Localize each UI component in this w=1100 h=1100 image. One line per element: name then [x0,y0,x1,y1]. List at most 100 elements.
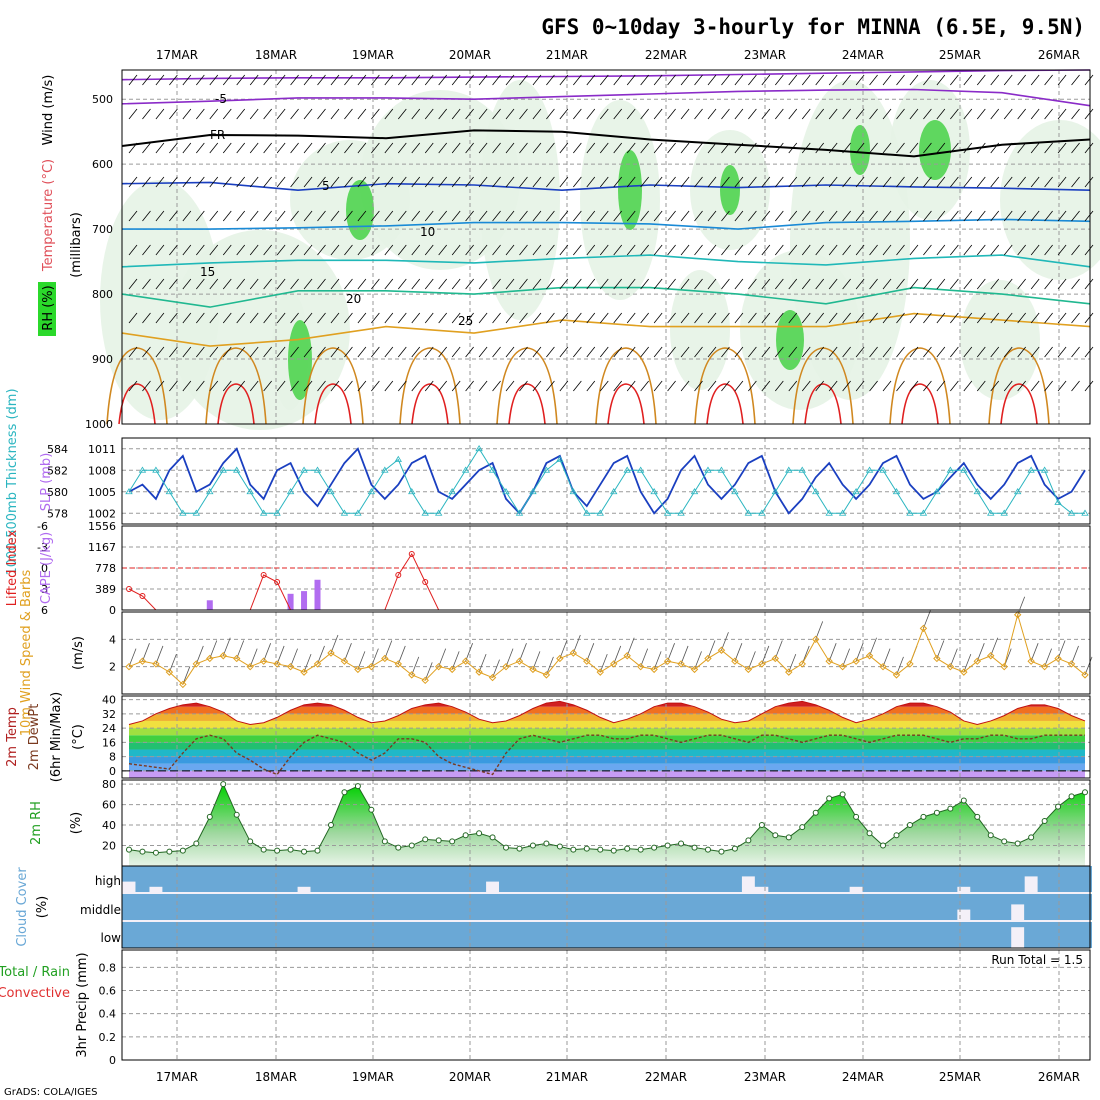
rh-high-shading [288,320,312,400]
wind-barb [411,244,421,256]
wind-barb [909,210,919,222]
thickness-point [785,466,793,473]
wind-barb [976,312,986,324]
wind-barb [990,346,1000,358]
wind-barb [559,244,569,256]
wind-barb [397,312,407,324]
wind-barb [397,74,407,86]
cloud-bar [135,866,150,892]
date-label-top: 24MAR [842,48,884,62]
wind-barb [249,312,259,324]
wind-barb [209,312,219,324]
wind-barb [828,210,838,222]
wind-barb [761,380,771,392]
wind-barb [761,312,771,324]
pressure-tick: 900 [92,353,113,366]
wind-barb [936,108,946,120]
rh-point [920,813,927,820]
wind-barb [209,74,219,86]
wind-barb [1044,210,1053,222]
wind-barb [923,142,932,154]
wind-barb [492,312,501,324]
wind-barb [384,278,394,290]
cloud-bar [862,866,877,892]
rh-point [812,809,819,816]
cloud-bar [404,894,419,920]
wind-barb [236,74,246,86]
isotherm-arch-warm [508,383,546,425]
wind-barb [599,108,609,120]
thickness-point [152,466,160,473]
wind-barb [976,74,986,86]
wind-barb [344,108,353,120]
wind-barb [882,278,892,290]
thickness-point [650,487,658,495]
wind-barb [559,278,569,290]
isotherm-label: -5 [215,92,227,106]
isotherm-line [121,69,1091,81]
wind-barb [142,142,151,154]
wind-barb [976,210,986,222]
wind-barb [842,380,851,392]
thickness-point [448,487,456,495]
wind-barb [882,312,892,324]
wind-barb [923,278,932,290]
wind-barb [236,278,246,290]
wind-barb [209,346,219,358]
wind-barb [801,142,811,154]
cloud-bar [741,866,756,877]
cloud-bar [1078,866,1092,892]
wind-barb [384,176,394,188]
wind-speed-point [569,649,578,657]
rh-point [489,834,496,841]
rh-2m-panel: 80 60 40 20 [102,778,1091,867]
wind-barb [653,380,663,392]
li-line [128,552,1085,611]
cloud-bar [485,866,500,882]
wind-barb [1057,142,1067,154]
rh-point [408,842,415,849]
wind-barb [923,312,932,324]
wind-barb [492,278,501,290]
wind-barb [990,176,1000,188]
wind-barb [1071,176,1080,188]
wind-barb [411,656,420,676]
wind-barb [492,176,501,188]
rh-point [1001,838,1008,845]
wind-barb [317,142,326,154]
thickness-point [1013,487,1022,495]
wind-barb [707,176,717,188]
wind-barb [384,312,394,324]
cloud-bar [216,922,231,948]
wind-barb [330,634,339,654]
wind-speed-point [354,665,362,674]
isotherm-arch [988,347,1050,425]
cloud-bar [270,866,285,892]
wind-barb [142,278,151,290]
wind-barb [599,142,609,154]
wind-barb [667,380,676,392]
wind-barb [599,176,609,188]
rh-point [422,836,429,843]
wind-barb [950,176,959,188]
wind-barb [613,380,623,392]
isotherm-arch-warm [411,383,449,425]
cloud-bar [202,922,217,948]
temp-band [122,696,1090,700]
wind-barb [1044,108,1053,120]
wind-barb [869,380,878,392]
wind-barb [990,637,999,656]
wind-barb [748,108,757,120]
thickness-line [128,447,1085,515]
cloud-bar [445,866,460,892]
wind-barb [680,74,690,86]
wind-barb [842,244,851,256]
thickness-point [313,466,322,473]
wind-speed-point [610,660,618,668]
wind-barb [640,244,649,256]
wind-barb [559,312,569,324]
rh-point [193,840,200,847]
wind-barb [936,210,946,222]
wind-barb [209,108,219,120]
cloud-bar [512,894,527,920]
